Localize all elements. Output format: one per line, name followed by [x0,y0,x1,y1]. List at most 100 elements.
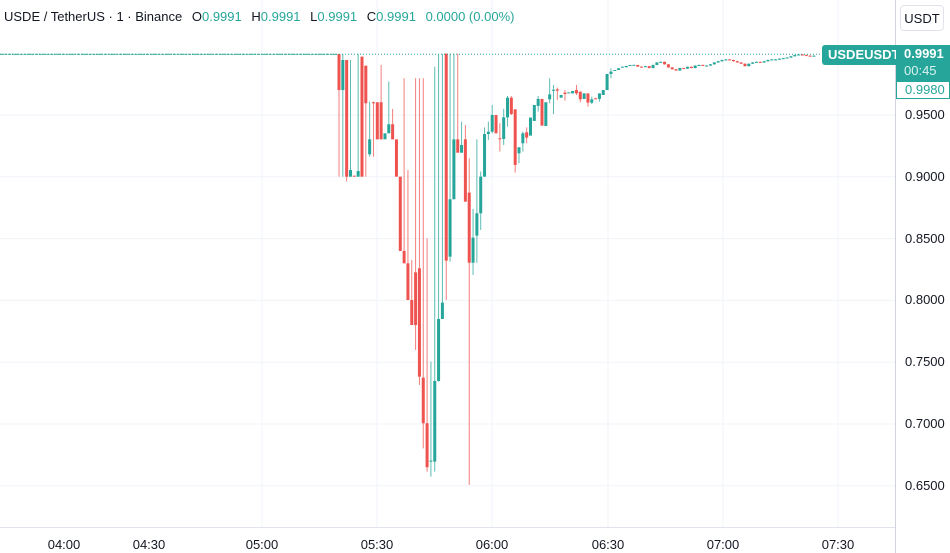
candle-body [705,65,709,67]
candle-up [793,54,797,57]
candle-body [793,55,797,57]
candle-up [544,102,548,127]
candle-body [666,64,670,68]
candle-down [394,139,398,177]
candle-down [391,108,395,140]
candle-body [456,139,460,153]
candle-down [540,98,544,126]
candle-up [356,53,360,177]
candle-down [345,59,349,182]
candle-down [563,90,567,101]
candle-up [433,66,437,472]
candle-body [406,263,410,301]
candle-body [387,124,391,134]
candle-body [506,97,510,118]
candle-up [551,84,555,115]
time-tick-label: 07:30 [821,537,855,552]
candle-down [425,238,429,472]
candle-body [540,98,544,126]
price-tick-label: 0.9500 [905,107,945,122]
symbol-title[interactable]: USDE / TetherUS · 1 · Binance [4,9,183,24]
price-tick-label: 0.7500 [905,354,945,370]
candle-body [743,63,747,67]
candle-down [682,67,686,70]
candle-down [417,78,421,385]
candle-body [601,90,605,95]
candle-down [375,102,379,140]
candle-up [567,92,571,94]
candle-body [410,300,414,325]
candle-body [678,68,682,71]
candle-up [777,58,781,60]
candle-up [368,101,372,157]
candle-down [498,123,502,152]
candle-down [743,63,747,67]
candle-body [724,59,728,61]
candle-body [360,56,364,177]
candle-body [774,59,778,61]
candle-body [352,175,356,177]
candle-up [686,66,690,70]
candle-down [402,78,406,264]
candle-body [640,66,644,68]
candle-up [475,139,479,263]
candle-down [379,64,383,140]
candle-body [590,99,594,103]
candle-body [686,66,690,69]
candle-body [448,199,452,257]
open-value: 0.9991 [201,9,242,24]
candle-body [513,109,517,165]
candle-up [448,53,452,262]
candle-down [586,93,590,107]
candle-up [766,59,770,62]
time-tick-label: 06:30 [591,537,625,552]
candle-body [697,64,701,66]
candle-up [590,96,594,104]
candle-body [379,102,383,140]
candle-down [636,64,640,67]
candle-body [613,70,617,72]
candle-body [731,59,735,62]
candle-body [628,64,632,66]
candle-body [647,66,651,69]
candle-up [659,61,663,63]
candle-body [460,145,464,153]
time-tick-label: 04:00 [47,537,81,552]
price-tick-label: 0.9000 [905,168,945,184]
candle-body [571,91,575,94]
candle-body [509,97,513,115]
candle-body [529,117,532,136]
candle-up [605,73,609,91]
candle-down [808,55,812,57]
candle-body [429,460,433,462]
candle-down [670,67,674,70]
candle-body [532,104,536,121]
candles [0,53,816,485]
candle-body [586,93,590,103]
candle-up [348,59,352,177]
bar-countdown: 00:45 [904,63,937,78]
candle-down [337,53,341,177]
candle-up [716,60,720,63]
candle-down [689,66,693,69]
candle-body [398,176,402,251]
candle-body [609,71,613,74]
high-label: H [251,9,261,24]
candle-up [774,59,778,61]
candle-up [437,53,441,382]
candle-body [479,176,483,214]
candle-up [643,65,647,68]
candle-body [563,92,567,94]
currency-button[interactable]: USDT [900,5,944,31]
candle-body [348,170,352,177]
candle-up [632,64,636,66]
candle-body [555,89,559,91]
candle-up [693,65,697,69]
candle-body [720,59,724,62]
candle-body [758,61,762,63]
candle-up [383,133,387,140]
candle-up [582,93,586,99]
candle-body [808,55,812,57]
candle-body [605,73,609,91]
